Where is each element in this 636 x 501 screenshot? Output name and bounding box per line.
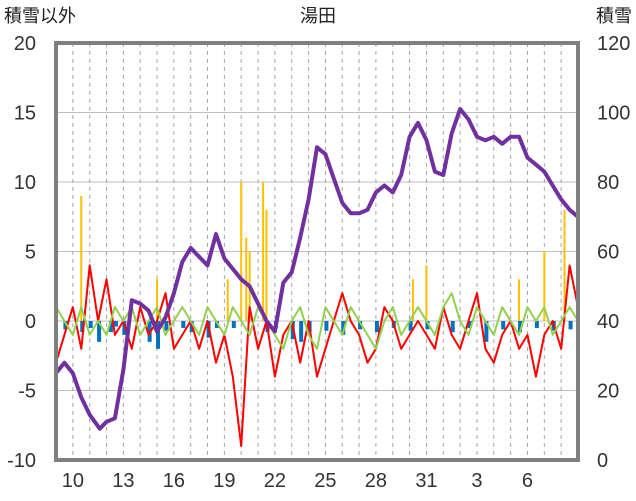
sunshine-bar xyxy=(467,321,472,328)
sunshine-bar xyxy=(156,321,161,349)
precipitation-bar xyxy=(543,251,546,321)
x-tick-label: 19 xyxy=(213,470,235,492)
x-tick-label: 13 xyxy=(112,470,134,492)
sunshine-bar xyxy=(358,321,363,330)
right-axis: 120 100 80 60 40 20 0 xyxy=(597,33,630,472)
x-tick-label: 25 xyxy=(314,470,336,492)
right-tick-label: 80 xyxy=(597,172,619,194)
grid xyxy=(56,42,578,461)
right-tick-label: 120 xyxy=(597,33,630,55)
temperature-line xyxy=(55,264,579,448)
sunshine-bar xyxy=(181,321,186,328)
sunshine-bar xyxy=(534,321,539,328)
precipitation-bar xyxy=(80,195,83,321)
sunshine-bar xyxy=(113,321,118,327)
precipitation-bar xyxy=(156,279,159,321)
left-tick-label: -5 xyxy=(18,381,36,403)
x-tick-label: 3 xyxy=(471,470,482,492)
right-tick-label: 20 xyxy=(597,381,619,403)
sunshine-bar xyxy=(450,321,455,333)
precipitation-bar xyxy=(563,209,566,321)
sunshine-bar xyxy=(568,321,573,330)
left-tick-label: 10 xyxy=(14,172,36,194)
line-series xyxy=(54,107,580,448)
right-axis-label: 積雪 xyxy=(596,6,632,27)
left-tick-label: 20 xyxy=(14,33,36,55)
precipitation-bar xyxy=(226,279,229,321)
precipitation-bar xyxy=(425,265,428,321)
plot-frame xyxy=(54,41,580,462)
left-tick-label: 0 xyxy=(25,311,36,333)
x-tick-label: 6 xyxy=(522,470,533,492)
sunshine-bar xyxy=(501,321,506,330)
left-axis: 20 15 10 5 0 -5 -10 xyxy=(7,33,36,472)
wind-line xyxy=(55,292,579,350)
sunshine-bar xyxy=(408,321,413,331)
sunshine-bar xyxy=(122,321,127,335)
left-tick-label: 15 xyxy=(14,103,36,125)
sunshine-bar xyxy=(324,321,329,331)
sunshine-bar xyxy=(518,321,523,333)
sunshine-bar xyxy=(63,321,68,330)
precipitation-bar xyxy=(411,279,414,321)
precipitation-bar xyxy=(262,182,265,321)
x-tick-label: 10 xyxy=(62,470,84,492)
sunshine-bar xyxy=(341,321,346,335)
sunshine-bar xyxy=(164,321,169,331)
x-tick-label: 28 xyxy=(365,470,387,492)
x-axis: 10 13 16 19 22 25 28 31 3 6 xyxy=(62,470,533,492)
chart-title: 湯田 xyxy=(300,6,336,27)
precipitation-bar xyxy=(245,237,248,321)
sunshine-bar xyxy=(88,321,93,328)
precipitation-bar xyxy=(265,209,268,321)
sunshine-bar xyxy=(231,321,236,328)
right-tick-label: 60 xyxy=(597,242,619,264)
left-tick-label: -10 xyxy=(7,450,36,472)
sunshine-bar xyxy=(299,321,304,342)
x-tick-label: 16 xyxy=(163,470,185,492)
right-tick-label: 0 xyxy=(597,450,608,472)
left-axis-label: 積雪以外 xyxy=(4,6,76,27)
precipitation-bar xyxy=(518,279,521,321)
snow_depth-line xyxy=(54,107,580,431)
x-tick-label: 31 xyxy=(415,470,437,492)
sunshine-bar xyxy=(80,321,85,333)
sunshine-bar xyxy=(374,321,379,333)
sunshine-bar xyxy=(425,321,430,330)
precipitation-bar xyxy=(240,182,243,321)
sunshine-bar xyxy=(108,321,113,333)
sunshine-bar xyxy=(484,321,489,342)
right-tick-label: 40 xyxy=(597,311,619,333)
x-tick-label: 22 xyxy=(264,470,286,492)
sunshine-bar xyxy=(97,321,102,342)
right-tick-label: 100 xyxy=(597,103,630,125)
left-tick-label: 5 xyxy=(25,242,36,264)
